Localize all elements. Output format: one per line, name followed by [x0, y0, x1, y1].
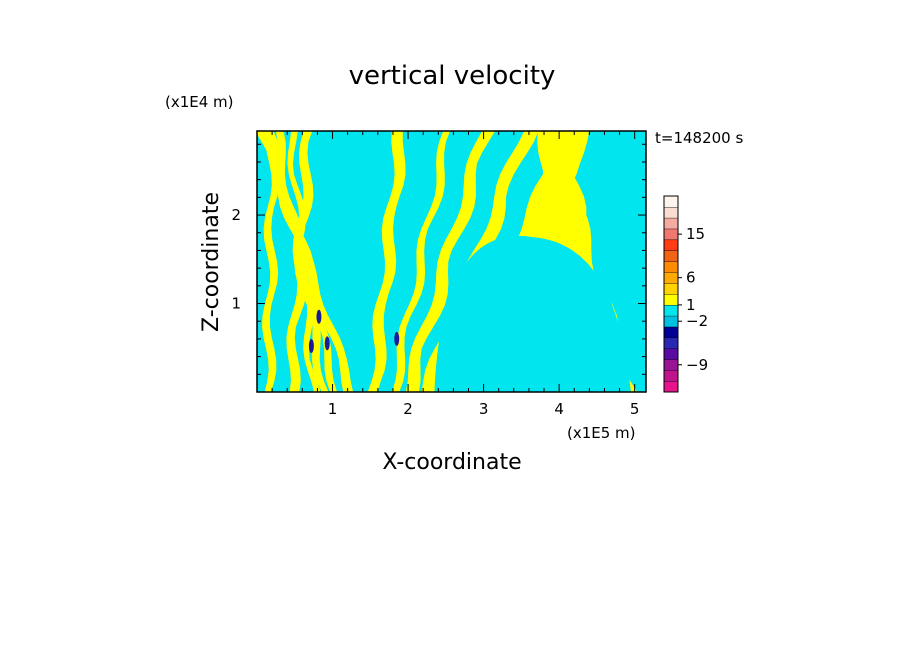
colorbar-level	[663, 293, 679, 306]
colorbar-level	[663, 206, 679, 219]
x-axis-label: X-coordinate	[382, 450, 521, 475]
colorbar-level	[663, 337, 679, 349]
y-tick-label: 2	[231, 206, 241, 224]
colorbar-level	[663, 370, 679, 382]
strong-downdraft-spot	[324, 336, 330, 351]
x-tick-label: 2	[403, 400, 413, 418]
velocity-field	[257, 131, 646, 392]
colorbar-level	[663, 217, 679, 230]
colorbar-level	[663, 272, 679, 284]
x-tick-label: 5	[630, 400, 640, 418]
colorbar-level	[663, 250, 679, 262]
positive-band	[257, 131, 354, 392]
colorbar-level	[663, 195, 679, 208]
colorbar-frame	[663, 195, 679, 393]
time-label: t=148200 s	[655, 129, 743, 147]
colorbar-label: 6	[686, 269, 696, 287]
y-axis-label: Z-coordinate	[199, 192, 224, 332]
chart-title: vertical velocity	[349, 61, 556, 91]
strong-downdraft-spot	[308, 338, 314, 353]
x-scale-label: (x1E5 m)	[567, 424, 636, 442]
colorbar	[663, 195, 679, 393]
x-axis: 1 2 3 4 5	[271, 131, 640, 418]
colorbar-label: 1	[686, 296, 696, 314]
cyan-dome-region	[434, 235, 631, 392]
y-axis: 12	[231, 143, 646, 375]
x-tick-label: 3	[479, 400, 489, 418]
colorbar-level	[663, 261, 679, 273]
x-tick-label: 1	[328, 400, 338, 418]
positive-band	[367, 131, 406, 392]
colorbar-level	[663, 239, 679, 251]
colorbar-level	[663, 282, 679, 295]
y-tick-label: 1	[231, 295, 241, 313]
plot-frame	[256, 130, 647, 393]
colorbar-level	[663, 326, 679, 339]
strong-downdraft-spot	[394, 331, 400, 346]
colorbar-level	[663, 228, 679, 241]
x-tick-label: 4	[554, 400, 564, 418]
colorbar-label: 15	[686, 225, 705, 243]
positive-band	[287, 131, 321, 392]
colorbar-level	[663, 348, 679, 360]
y-scale-label: (x1E4 m)	[165, 93, 234, 111]
colorbar-level	[663, 304, 679, 317]
positive-band	[262, 131, 280, 392]
colorbar-level	[663, 380, 679, 393]
colorbar-labels: 15 6 1−2 −9	[678, 225, 708, 374]
positive-band	[405, 131, 496, 392]
strong-downdraft-spot	[316, 309, 322, 324]
colorbar-level	[663, 315, 679, 328]
colorbar-label: −9	[686, 356, 708, 374]
colorbar-level	[663, 359, 679, 371]
colorbar-label: −2	[686, 312, 708, 330]
positive-band	[391, 131, 450, 392]
